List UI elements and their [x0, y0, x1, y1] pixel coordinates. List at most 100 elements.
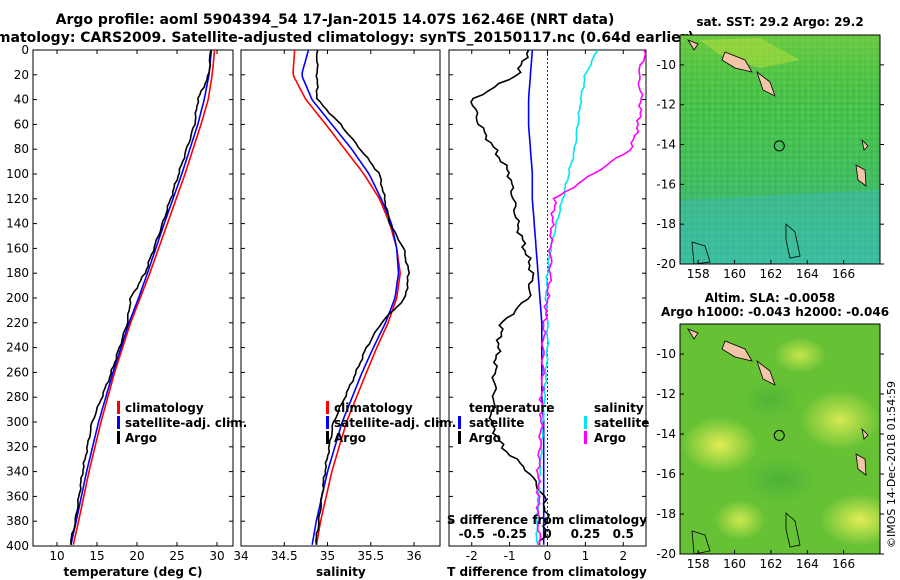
map-y-tick-label: -16 [656, 177, 676, 191]
sla-map: Altim. SLA: -0.0058 Argo h1000: -0.043 h… [656, 291, 889, 571]
island-shape [855, 453, 867, 476]
island-shape [721, 340, 753, 362]
legend-argo: Argo [334, 431, 366, 445]
y-tick-label: 140 [6, 217, 29, 231]
x-tick-label: 36 [406, 549, 421, 563]
sla-high-anomaly [800, 390, 880, 450]
sst-map-title: sat. SST: 29.2 Argo: 29.2 [696, 15, 863, 29]
x-tick-label: 34 [233, 549, 248, 563]
y-tick-label: 20 [14, 68, 29, 82]
reef-contour [691, 530, 711, 554]
legend-temperature-title: temperature [469, 401, 554, 415]
salinity-xlabel: salinity [316, 565, 366, 579]
legend-argo: Argo [125, 431, 157, 445]
x-tick-label: 35 [320, 549, 335, 563]
legend-satellite: satellite-adj. clim. [334, 416, 456, 430]
y-tick-label: 360 [6, 489, 29, 503]
series-line-argo [315, 49, 411, 545]
x-tick-label: 10 [49, 549, 64, 563]
s-tick-label: 0 [543, 527, 551, 541]
map-y-tick-label: -18 [656, 217, 676, 231]
s-tick-label: 0.5 [613, 527, 634, 541]
island-shape [861, 427, 869, 440]
map-y-tick-label: -16 [656, 467, 676, 481]
sla-islands [687, 328, 869, 476]
legend-s-argo: Argo [594, 431, 626, 445]
sst-argo-marker [773, 140, 785, 152]
legend-t-satellite: satellite [469, 416, 524, 430]
sst-gradient [680, 35, 880, 264]
sst-map-frame [679, 34, 881, 265]
y-tick-label: 60 [14, 117, 29, 131]
series-line-s-argo [535, 49, 647, 546]
x-tick-label: -2 [466, 549, 478, 563]
x-tick-label: 35.5 [357, 549, 384, 563]
map-y-tick-label: -12 [656, 387, 676, 401]
x-tick-label: 1 [582, 549, 590, 563]
legend-swatch-s-argo [584, 431, 587, 444]
series-line-satellite-adj-clim- [301, 49, 400, 545]
island-shape [756, 70, 776, 97]
sst-map: sat. SST: 29.2 Argo: 29.2 158 160 162 164 16… [656, 15, 884, 281]
legend-swatch-climatology [326, 401, 329, 414]
x-tick-label: 25 [169, 549, 184, 563]
sla-high-anomaly [714, 500, 766, 540]
legend-swatch-t-satellite [458, 416, 461, 429]
sst-islands [687, 39, 869, 187]
y-tick-label: 220 [6, 316, 29, 330]
legend-swatch-argo [326, 431, 329, 444]
sla-low-anomaly [740, 380, 800, 420]
map-x-tick-label: 158 [687, 557, 710, 571]
figure-title-line-1: Argo profile: aoml 5904394_54 17-Jan-201… [56, 12, 615, 28]
legend-salinity-title: salinity [594, 401, 644, 415]
series-line-satellite-adj-clim- [70, 49, 213, 545]
map-y-tick-label: -10 [656, 347, 676, 361]
y-tick-label: 400 [6, 539, 29, 553]
y-tick-label: 40 [14, 93, 29, 107]
reef-contour [785, 223, 801, 259]
map-x-tick-label: 166 [832, 267, 855, 281]
x-tick-label: 2 [619, 549, 627, 563]
s-tick-label: -0.25 [492, 527, 527, 541]
x-tick-label: 20 [129, 549, 144, 563]
legend-climatology: climatology [125, 401, 204, 415]
sla-high-anomaly [774, 337, 826, 373]
map-x-tick-label: 164 [796, 557, 819, 571]
temperature-xlabel: temperature (deg C) [64, 565, 203, 579]
sst-cool-region [680, 190, 880, 264]
temperature-panel: 0 20 40 60 80 100 120 140 160 180 200 220 240 260 280 3… [6, 43, 247, 579]
map-x-tick-label: 162 [759, 557, 782, 571]
map-x-tick-label: 162 [759, 267, 782, 281]
legend-s-satellite: satellite [594, 416, 649, 430]
difference-top-xlabel: S difference from climatology [447, 513, 647, 527]
y-tick-label: 380 [6, 514, 29, 528]
y-tick-label: 180 [6, 266, 29, 280]
figure-title-line-2: Climatology: CARS2009. Satellite-adjuste… [0, 30, 694, 46]
legend-climatology: climatology [334, 401, 413, 415]
y-tick-label: 340 [6, 465, 29, 479]
x-tick-label: 15 [89, 549, 104, 563]
map-y-tick-label: -10 [656, 58, 676, 72]
legend-swatch-t-argo [458, 431, 461, 444]
y-tick-label: 200 [6, 291, 29, 305]
series-line-climatology [72, 49, 216, 545]
y-tick-label: 280 [6, 390, 29, 404]
difference-panel: -2 -1 0 1 2 -0.5 -0.25 0 0.25 0.5 temperature sat… [447, 49, 649, 579]
island-shape [861, 138, 869, 151]
y-tick-label: 100 [6, 167, 29, 181]
map-x-tick-label: 160 [723, 557, 746, 571]
series-line-t-argo [470, 49, 551, 545]
legend-swatch-climatology [117, 401, 120, 414]
island-shape [687, 328, 699, 340]
legend-swatch-argo [117, 431, 120, 444]
map-y-tick-label: -20 [656, 547, 676, 561]
temperature-axes [32, 49, 234, 547]
salinity-legend: climatology satellite-adj. clim. Argo [326, 401, 456, 445]
map-x-tick-label: 164 [796, 267, 819, 281]
sla-map-subtitle: Argo h1000: -0.043 h2000: -0.046 [661, 305, 889, 319]
island-shape [721, 51, 753, 73]
temperature-legend: climatology satellite-adj. clim. Argo [117, 401, 247, 445]
x-tick-label: 34.5 [271, 549, 298, 563]
map-x-tick-label: 166 [832, 557, 855, 571]
